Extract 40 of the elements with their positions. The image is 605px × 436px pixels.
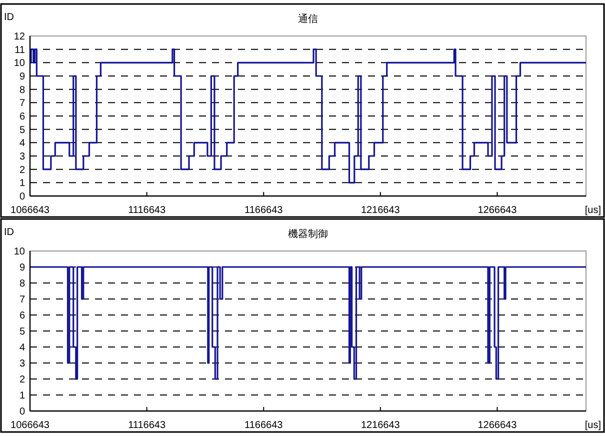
x-tick-label: 1266643 xyxy=(478,420,518,431)
y-tick-label: 9 xyxy=(19,72,26,82)
y-tick-label: 11 xyxy=(14,44,26,56)
y-tick-label: 7 xyxy=(19,294,26,306)
x-tick-label: 1266643 xyxy=(478,205,518,216)
y-tick-label: 3 xyxy=(19,152,26,162)
y-tick-label: 8 xyxy=(19,84,26,96)
chart-title: 機器制御 xyxy=(288,228,328,240)
y-tick-label: 10 xyxy=(14,58,26,70)
x-axis-title: [us] xyxy=(584,420,602,431)
y-axis-title: ID xyxy=(4,227,14,238)
x-tick-label: 1166643 xyxy=(244,205,284,216)
x-tick-label: 1116643 xyxy=(128,420,166,431)
y-tick-label: 3 xyxy=(19,358,26,370)
chart-title: 通信 xyxy=(298,13,318,25)
y-axis-title: ID xyxy=(4,12,14,23)
y-tick-label: 2 xyxy=(19,164,26,176)
y-tick-label: 5 xyxy=(19,124,26,136)
y-tick-label: 9 xyxy=(19,262,26,274)
x-axis-title: [us] xyxy=(584,205,602,216)
x-tick-label: 1166643 xyxy=(244,420,284,431)
x-tick-label: 1216643 xyxy=(360,205,400,216)
y-tick-label: 12 xyxy=(14,32,26,42)
y-tick-label: 0 xyxy=(19,192,26,202)
y-tick-label: 10 xyxy=(14,246,26,258)
x-tick-label: 1066643 xyxy=(10,205,50,216)
y-tick-label: 6 xyxy=(19,112,26,122)
x-tick-label: 1066643 xyxy=(10,420,50,431)
y-tick-label: 1 xyxy=(19,390,26,402)
y-tick-label: 2 xyxy=(19,374,26,386)
y-tick-label: 5 xyxy=(19,326,26,338)
y-tick-label: 6 xyxy=(19,310,26,322)
y-tick-label: 4 xyxy=(19,138,26,150)
y-tick-label: 0 xyxy=(19,406,26,418)
y-tick-label: 7 xyxy=(19,98,26,110)
y-tick-label: 1 xyxy=(19,178,26,190)
x-tick-label: 1116643 xyxy=(128,205,166,216)
x-tick-label: 1216643 xyxy=(360,420,400,431)
y-tick-label: 8 xyxy=(19,278,26,290)
y-tick-label: 4 xyxy=(19,342,26,354)
